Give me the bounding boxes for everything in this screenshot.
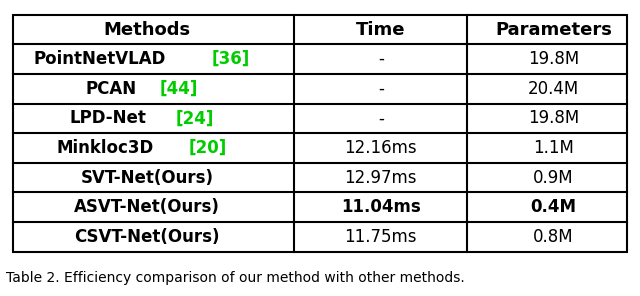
Text: PointNetVLAD: PointNetVLAD	[33, 50, 166, 68]
Text: Methods: Methods	[104, 21, 191, 38]
Text: 0.4M: 0.4M	[531, 198, 577, 216]
Text: Time: Time	[356, 21, 406, 38]
Text: LPD-Net [24]: LPD-Net [24]	[86, 110, 208, 127]
Text: PointNetVLAD [36]: PointNetVLAD [36]	[59, 50, 236, 68]
Text: PCAN [44]: PCAN [44]	[100, 80, 195, 98]
Text: SVT-Net(Ours): SVT-Net(Ours)	[81, 169, 214, 186]
Text: CSVT-Net(Ours): CSVT-Net(Ours)	[74, 228, 220, 246]
Text: [20]: [20]	[189, 139, 227, 157]
Text: -: -	[378, 110, 384, 127]
Text: 11.75ms: 11.75ms	[344, 228, 417, 246]
Text: 0.9M: 0.9M	[533, 169, 574, 186]
Text: Minkloc3D: Minkloc3D	[56, 139, 154, 157]
Text: Minkloc3D: Minkloc3D	[96, 139, 198, 157]
Text: -: -	[378, 50, 384, 68]
Text: Table 2. Efficiency comparison of our method with other methods.: Table 2. Efficiency comparison of our me…	[6, 271, 465, 285]
Text: PCAN: PCAN	[86, 80, 137, 98]
Text: LPD-Net: LPD-Net	[106, 110, 189, 127]
Text: [44]: [44]	[159, 80, 198, 98]
Text: LPD-Net: LPD-Net	[69, 110, 146, 127]
Text: 19.8M: 19.8M	[528, 50, 579, 68]
Text: [24]: [24]	[176, 110, 214, 127]
Text: -: -	[378, 80, 384, 98]
Text: 0.8M: 0.8M	[533, 228, 574, 246]
Text: Parameters: Parameters	[495, 21, 612, 38]
Text: PCAN: PCAN	[119, 80, 175, 98]
Text: [36]: [36]	[212, 50, 250, 68]
Text: 19.8M: 19.8M	[528, 110, 579, 127]
Text: 20.4M: 20.4M	[528, 80, 579, 98]
Text: 1.1M: 1.1M	[533, 139, 574, 157]
Text: Minkloc3D [20]: Minkloc3D [20]	[77, 139, 218, 157]
Text: 12.97ms: 12.97ms	[344, 169, 417, 186]
Text: 11.04ms: 11.04ms	[341, 198, 420, 216]
Text: PointNetVLAD: PointNetVLAD	[78, 50, 216, 68]
Bar	[13, 15, 627, 252]
Text: ASVT-Net(Ours): ASVT-Net(Ours)	[74, 198, 220, 216]
Text: 12.16ms: 12.16ms	[344, 139, 417, 157]
